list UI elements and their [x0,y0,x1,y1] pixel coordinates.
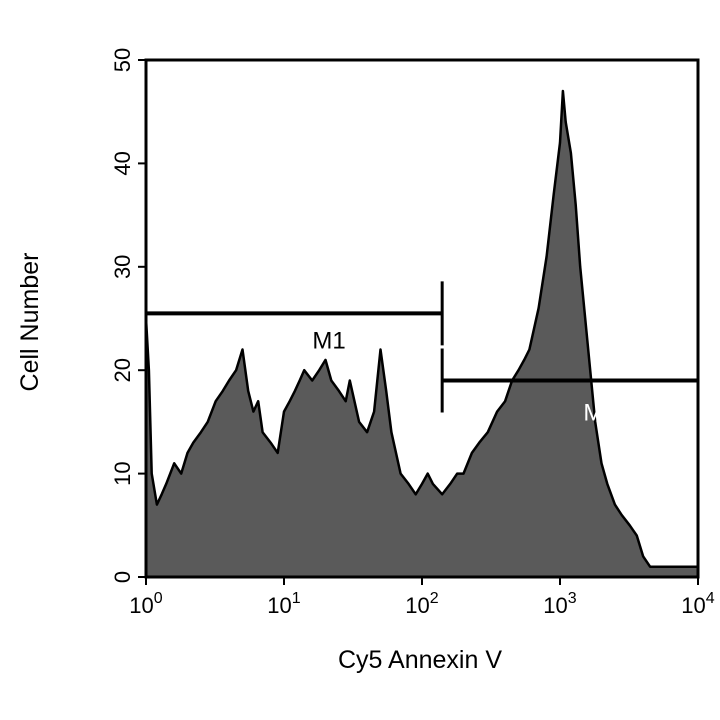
histogram-outline-0 [144,89,698,568]
x-axis-title: Cy5 Annexin V [338,646,502,674]
y-tick-label: 30 [110,255,135,279]
x-tick-label: 102 [405,590,438,618]
y-tick-label: 40 [110,151,135,175]
x-tick-label: 101 [267,590,300,618]
marker-label-m1: M1 [312,327,345,354]
x-axis-ticks: 100 101 102 103 104 [129,577,715,618]
y-tick-label: 50 [110,48,135,72]
plot-area: M1 M2 [144,58,700,579]
y-tick-label: 10 [110,461,135,485]
x-tick-label: 100 [129,590,162,618]
y-axis-title: Cell Number [16,253,44,392]
y-tick-label: 0 [110,571,135,583]
y-axis-ticks: 0 10 20 30 40 50 [110,48,146,583]
x-tick-label: 103 [543,590,576,618]
y-tick-label: 20 [110,358,135,382]
marker-label-m2: M2 [583,400,616,427]
x-tick-label: 104 [681,590,714,618]
histogram-fill-0 [146,91,698,577]
